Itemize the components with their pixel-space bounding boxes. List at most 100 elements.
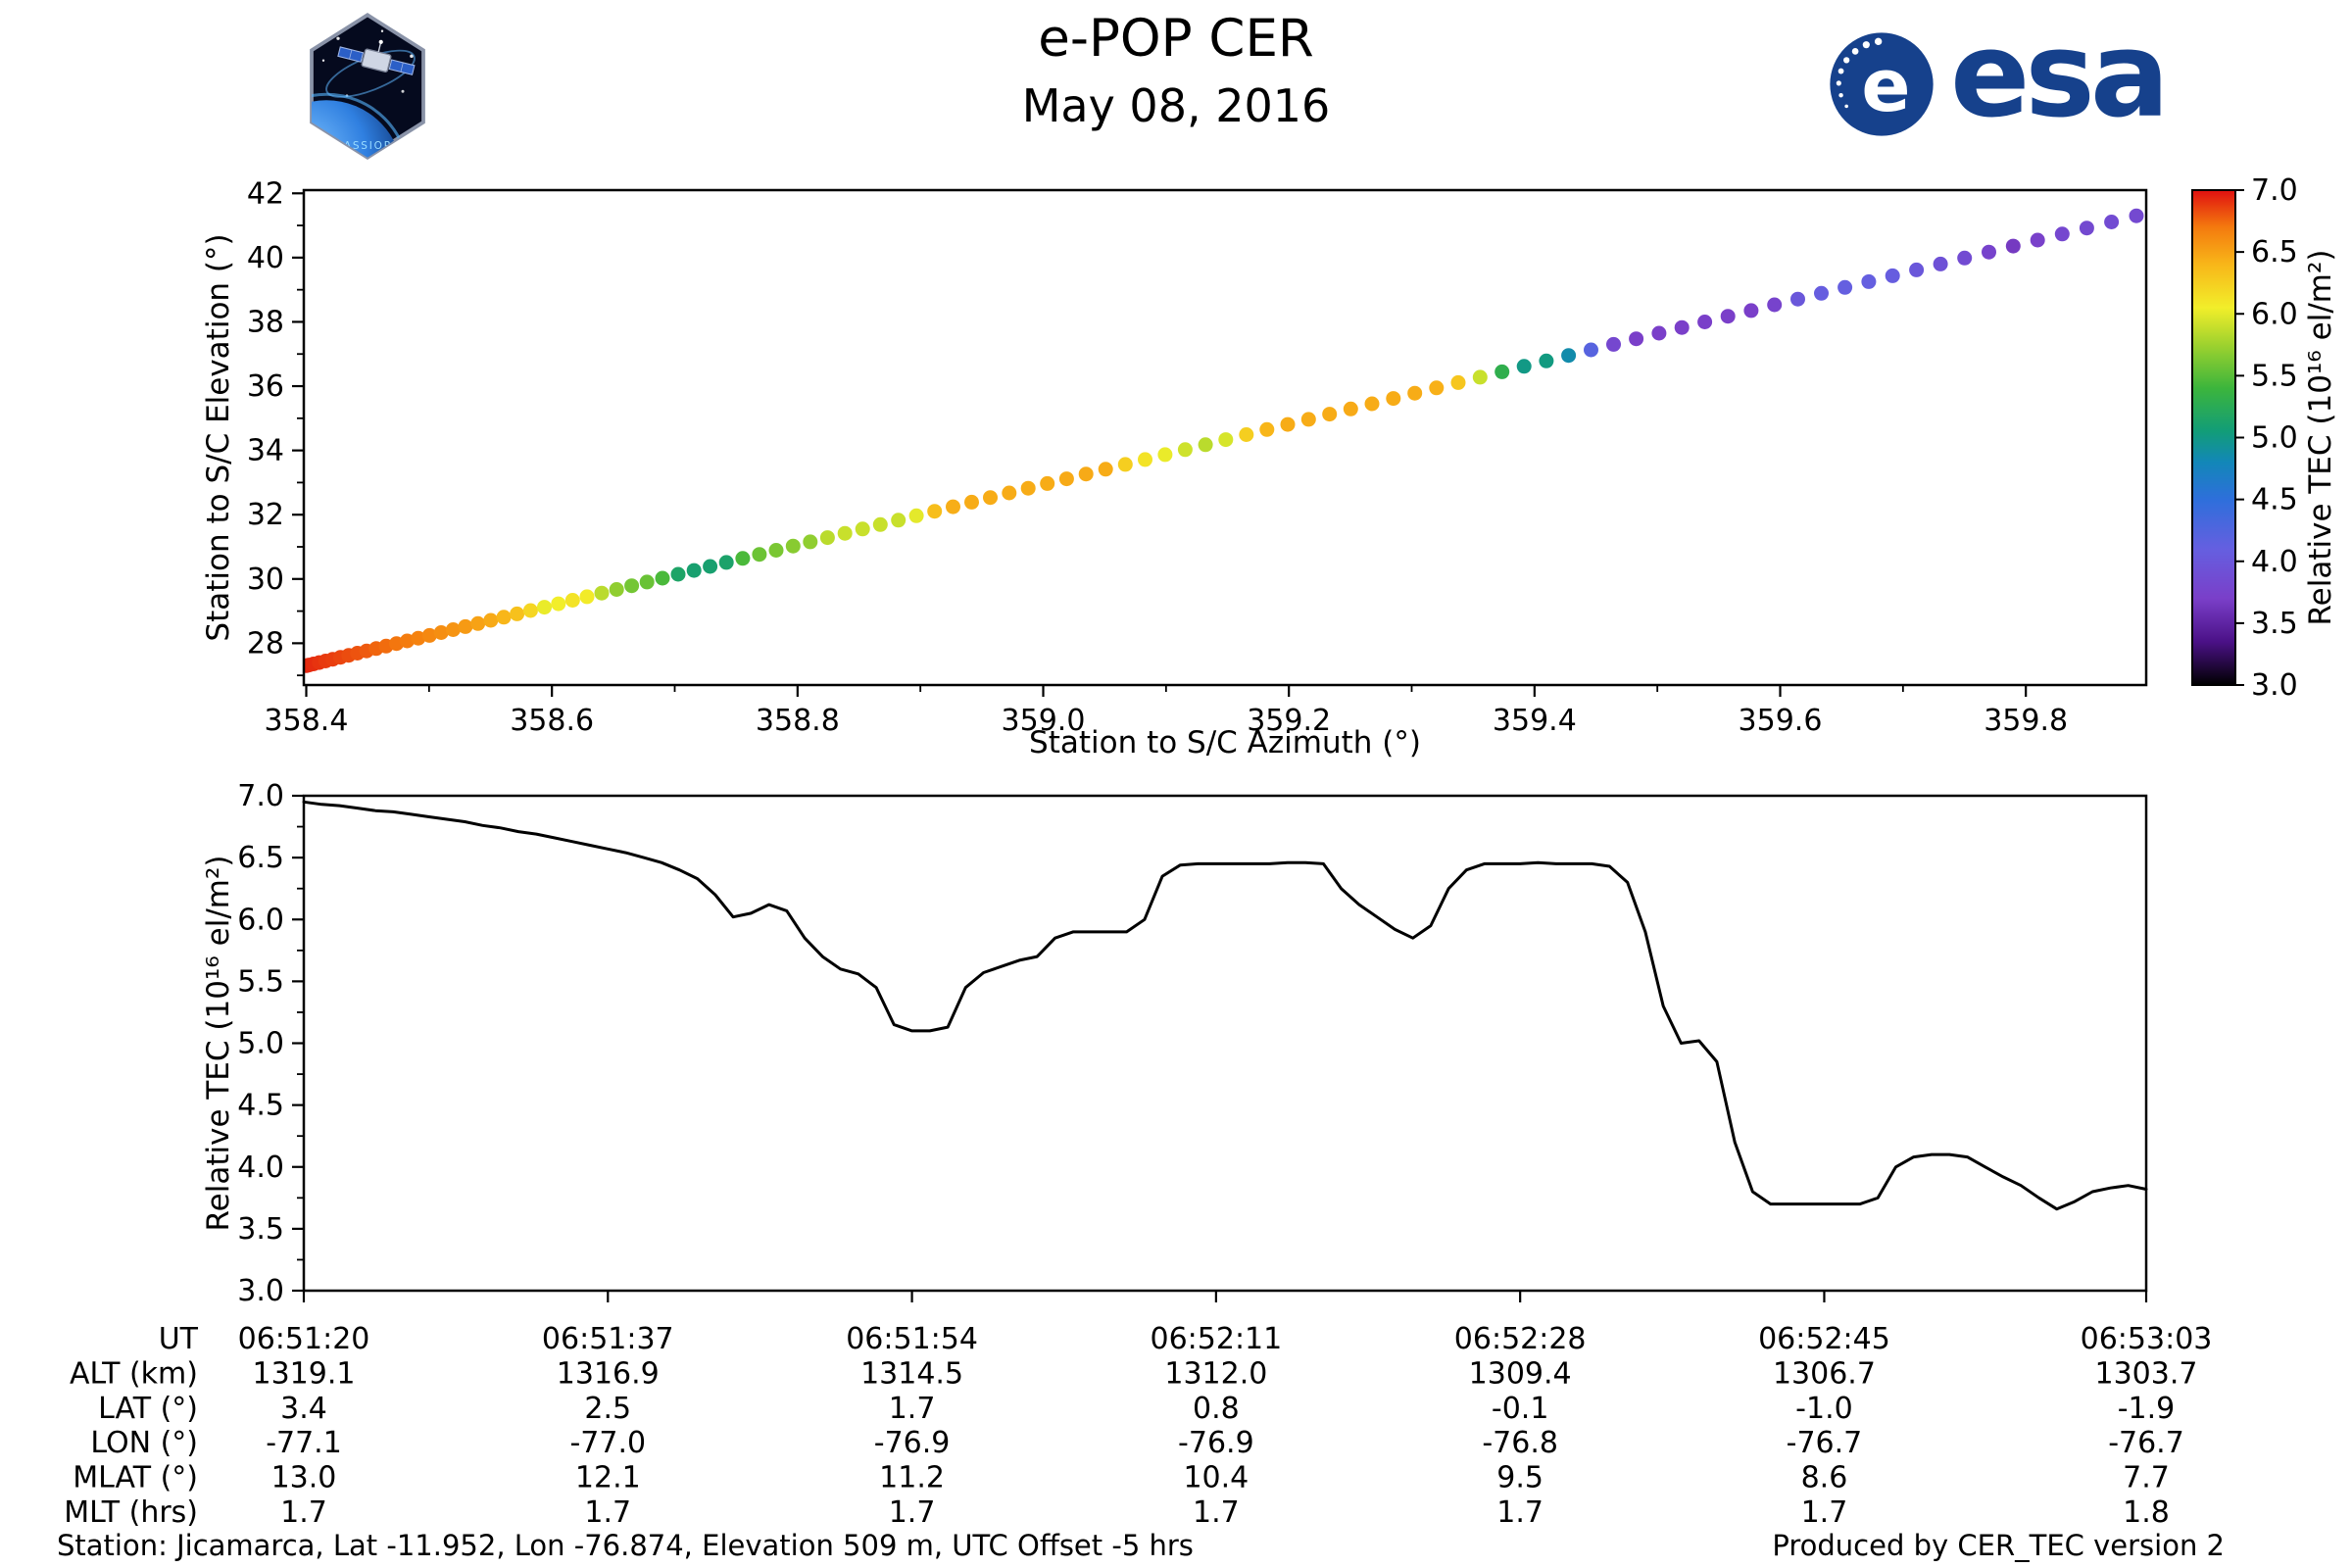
tec-line	[302, 800, 2148, 1211]
scatter-point	[411, 630, 426, 646]
table-cell: 1303.7	[2095, 1356, 2198, 1391]
bottom-plot-frame	[302, 794, 2148, 1293]
scatter-point	[1386, 391, 1401, 407]
scatter-point	[1177, 442, 1193, 458]
scatter-point	[1450, 374, 1466, 390]
x-tick-label: 358.8	[756, 704, 840, 738]
scatter-point	[872, 516, 888, 532]
esa-dots	[1836, 37, 1883, 109]
table-cell: 1.8	[2123, 1495, 2170, 1529]
scatter-point	[752, 547, 767, 563]
table-cell: 1319.1	[253, 1356, 356, 1391]
scatter-point	[686, 563, 702, 578]
scatter-point	[1472, 369, 1488, 385]
star-icon	[321, 59, 325, 62]
table-cell: 10.4	[1183, 1461, 1249, 1495]
scatter-point	[1720, 309, 1736, 324]
y-tick-label: 30	[247, 563, 284, 597]
colorbar-tick-label: 6.5	[2251, 235, 2298, 270]
scatter-point	[1561, 348, 1577, 364]
star-icon	[401, 89, 405, 93]
y-tick-label: 34	[247, 434, 284, 468]
scatter-point	[1697, 315, 1713, 329]
title-block: e-POP CER May 08, 2016	[0, 0, 2352, 132]
table-cell: -76.8	[1482, 1426, 1558, 1460]
colorbar-tick-label: 7.0	[2251, 173, 2298, 208]
footer: Station: Jicamarca, Lat -11.952, Lon -76…	[0, 1529, 2352, 1562]
table-cell: 12.1	[575, 1461, 641, 1495]
scatter-point	[1790, 291, 1805, 307]
table-cell: 7.7	[2123, 1461, 2170, 1495]
scatter-point	[703, 559, 718, 574]
table-cell: 1316.9	[557, 1356, 660, 1391]
scatter-point	[483, 612, 499, 628]
star-icon	[380, 29, 384, 32]
scatter-point	[445, 622, 461, 637]
bottom-x-axis	[302, 1291, 2148, 1302]
colorbar-tick-label: 6.0	[2251, 297, 2298, 331]
y-tick-label: 3.5	[237, 1212, 284, 1247]
table-cell: 1.7	[1801, 1495, 1848, 1529]
scatter-point	[1584, 342, 1598, 358]
y-tick-label: 36	[247, 369, 284, 404]
table-cell: -76.7	[1787, 1426, 1863, 1460]
table-cell: -0.1	[1492, 1392, 1549, 1426]
scatter-point	[522, 603, 538, 618]
scatter-point	[891, 513, 906, 528]
scatter-point	[609, 582, 624, 597]
esa-circle-icon: e	[1830, 32, 1934, 136]
top-y-axis: 28 30 32 34 36 38 40 42	[247, 176, 304, 677]
table-cell: 06:51:20	[238, 1322, 370, 1356]
table-cell: 1.7	[1193, 1495, 1240, 1529]
scatter-point	[510, 606, 525, 621]
y-tick-label: 6.0	[237, 903, 284, 937]
table-cell: 8.6	[1801, 1461, 1848, 1495]
y-axis-label: Station to S/C Elevation (°)	[201, 233, 236, 641]
table-cell: -76.9	[874, 1426, 951, 1460]
table-cell: -76.7	[2108, 1426, 2184, 1460]
scatter-point	[594, 585, 610, 601]
table-row-label: ALT (km)	[70, 1356, 198, 1391]
table-cell: 1.7	[584, 1495, 631, 1529]
table-cell: -77.0	[569, 1426, 646, 1460]
scatter-point	[1407, 385, 1423, 401]
table-cell: 06:52:11	[1150, 1322, 1282, 1356]
scatter-point	[458, 618, 473, 634]
scatter-point	[1885, 268, 1900, 283]
y-tick-label: 6.5	[237, 841, 284, 875]
scatter-point	[564, 593, 580, 608]
scatter-point	[551, 596, 566, 612]
colorbar-tick-label: 4.0	[2251, 545, 2298, 579]
x-axis-label: Station to S/C Azimuth (°)	[1029, 725, 1421, 760]
scatter-point	[1020, 480, 1036, 496]
scatter-points	[304, 208, 2144, 673]
scatter-point	[400, 633, 415, 649]
scatter-point	[785, 538, 801, 554]
scatter-point	[496, 610, 512, 625]
table-cell: 06:52:28	[1454, 1322, 1587, 1356]
scatter-point	[1117, 457, 1133, 472]
scatter-point	[1259, 421, 1275, 437]
scatter-point	[1814, 285, 1829, 301]
scatter-point	[1098, 462, 1113, 477]
satellite-icon	[337, 39, 416, 75]
y-tick-label: 7.0	[237, 779, 284, 813]
scatter-point	[927, 504, 943, 519]
scatter-point	[1058, 471, 1074, 487]
scatter-point	[1982, 244, 1996, 260]
esa-disc	[1830, 32, 1934, 136]
colorbar-gradient	[2192, 190, 2235, 685]
table-cell: 3.4	[280, 1392, 327, 1426]
table-row-label: MLAT (°)	[73, 1461, 198, 1495]
scatter-point	[1767, 297, 1783, 313]
scatter-point	[1198, 437, 1213, 453]
scatter-point	[1239, 427, 1254, 442]
scatter-point	[1674, 319, 1690, 335]
esa-letter: e	[1861, 44, 1910, 128]
table-cell: 06:52:45	[1758, 1322, 1890, 1356]
atmosphere-arc	[312, 92, 411, 158]
x-tick-label: 359.0	[1002, 704, 1086, 738]
table-cell: 2.5	[584, 1392, 631, 1426]
scatter-point	[639, 574, 655, 590]
